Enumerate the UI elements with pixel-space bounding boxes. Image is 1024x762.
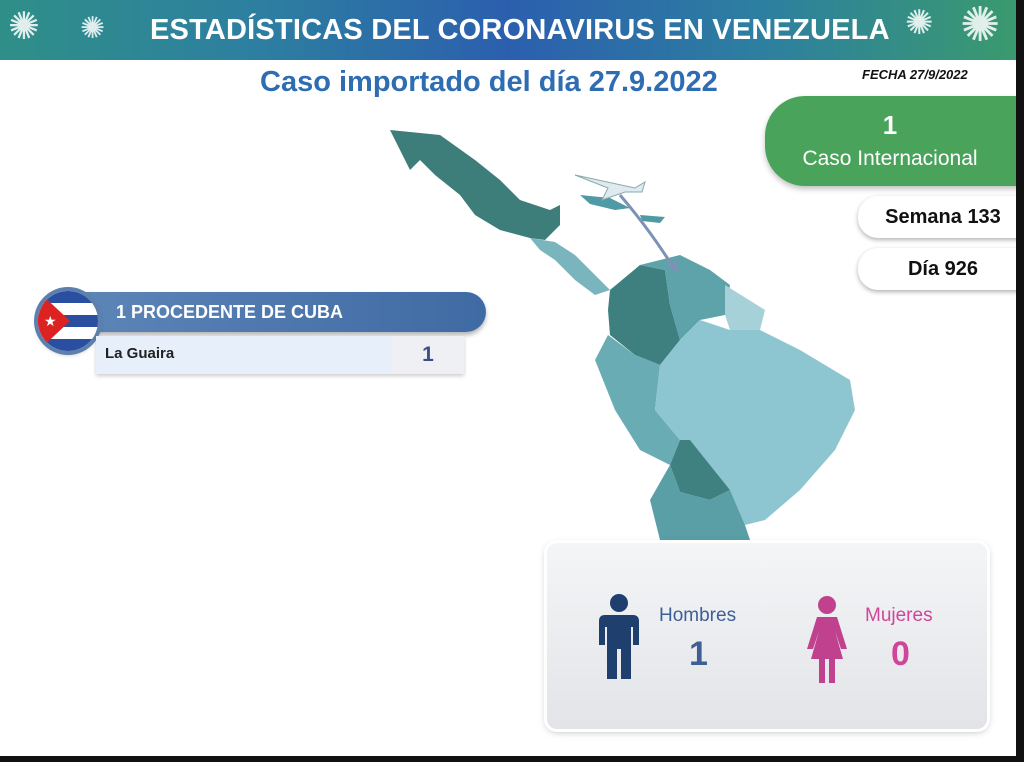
map-bolivia bbox=[670, 440, 730, 500]
cuba-flag-icon: ★ bbox=[38, 291, 98, 351]
men-label: Hombres bbox=[659, 605, 737, 626]
map-paraguay-argentina bbox=[650, 465, 750, 540]
map-ecuador-peru bbox=[595, 335, 680, 465]
international-case-card: 1 Caso Internacional bbox=[765, 96, 1016, 186]
women-count: 0 bbox=[891, 635, 910, 673]
men-count: 1 bbox=[689, 635, 708, 673]
map-guianas bbox=[725, 285, 765, 330]
international-label: Caso Internacional bbox=[802, 147, 978, 170]
flight-arrow bbox=[618, 194, 677, 271]
women-label: Mujeres bbox=[865, 605, 933, 626]
state-count: 1 bbox=[392, 336, 464, 374]
airplane-icon bbox=[574, 174, 646, 201]
origin-header: 1 PROCEDENTE DE CUBA bbox=[66, 292, 486, 332]
map-central-america bbox=[530, 238, 610, 295]
virus-icon: ✺ bbox=[8, 6, 40, 48]
virus-icon: ✺ bbox=[80, 12, 106, 45]
header-banner: ✺ ✺ ✺ ✺ ESTADÍSTICAS DEL CORONAVIRUS EN … bbox=[0, 0, 1016, 60]
table-row: La Guaira 1 bbox=[96, 336, 464, 374]
map-caribbean bbox=[580, 195, 665, 223]
man-icon bbox=[599, 594, 639, 679]
international-count: 1 bbox=[882, 110, 898, 140]
latin-america-map bbox=[390, 130, 855, 540]
gender-panel: Hombres 1 Mujeres 0 bbox=[547, 543, 987, 729]
state-name: La Guaira bbox=[105, 345, 175, 362]
map-brazil bbox=[655, 320, 855, 525]
week-badge: Semana 133 bbox=[858, 196, 1016, 238]
page-title: ESTADÍSTICAS DEL CORONAVIRUS EN VENEZUEL… bbox=[150, 14, 890, 46]
svg-text:★: ★ bbox=[44, 313, 57, 329]
map-venezuela bbox=[640, 255, 730, 340]
date-label: FECHA 27/9/2022 bbox=[862, 67, 968, 82]
map-mexico bbox=[390, 130, 560, 240]
subtitle: Caso importado del día 27.9.2022 bbox=[260, 66, 718, 98]
map-colombia bbox=[608, 265, 680, 365]
virus-icon: ✺ bbox=[960, 0, 1001, 52]
woman-icon bbox=[807, 596, 847, 683]
virus-icon: ✺ bbox=[905, 4, 934, 42]
day-badge: Día 926 bbox=[858, 248, 1016, 290]
